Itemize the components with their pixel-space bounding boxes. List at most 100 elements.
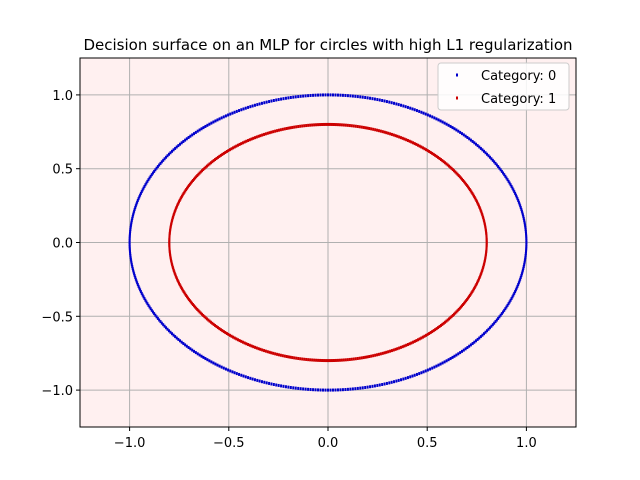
data-point	[134, 275, 137, 279]
data-point	[307, 387, 310, 391]
data-point	[516, 197, 519, 201]
data-point	[260, 380, 263, 384]
data-point	[451, 355, 454, 359]
data-point	[321, 123, 324, 126]
data-point	[144, 298, 147, 302]
data-point	[172, 148, 175, 152]
data-point	[319, 123, 322, 127]
data-point	[227, 368, 230, 372]
data-point	[218, 364, 221, 368]
data-point	[200, 127, 203, 131]
data-point	[359, 386, 362, 390]
data-point	[287, 385, 290, 389]
data-point	[317, 358, 320, 362]
data-point	[202, 168, 205, 172]
data-point	[512, 188, 515, 192]
data-point	[187, 135, 190, 139]
data-point	[364, 126, 367, 130]
data-point	[522, 266, 525, 270]
data-point	[214, 362, 217, 366]
data-point	[251, 104, 254, 108]
data-point	[514, 193, 517, 197]
data-point	[241, 141, 244, 145]
data-point	[130, 222, 133, 226]
data-point	[498, 315, 501, 319]
data-point	[274, 352, 277, 356]
data-point	[369, 96, 372, 100]
data-point	[216, 363, 219, 367]
data-point	[192, 177, 195, 181]
data-point	[385, 381, 388, 385]
data-point	[142, 186, 145, 190]
data-point	[276, 129, 279, 133]
data-point	[235, 337, 238, 341]
data-point	[167, 152, 170, 156]
data-point	[258, 379, 261, 383]
data-point	[162, 323, 165, 327]
data-point	[418, 144, 421, 148]
data-point	[332, 123, 335, 126]
data-point	[196, 129, 199, 133]
data-point	[362, 356, 365, 360]
data-point	[346, 123, 349, 127]
data-point	[132, 213, 135, 217]
data-point	[423, 147, 426, 151]
data-point	[524, 253, 527, 257]
data-point	[287, 96, 290, 100]
data-point	[324, 388, 327, 392]
data-point	[202, 355, 205, 359]
data-point	[275, 383, 278, 387]
data-point	[291, 125, 294, 129]
data-point	[229, 112, 232, 116]
data-point	[370, 354, 373, 358]
data-point	[351, 94, 354, 98]
data-point	[392, 133, 395, 137]
data-point	[253, 378, 256, 382]
data-point	[435, 327, 438, 331]
data-point	[339, 388, 342, 392]
data-point	[415, 142, 418, 146]
data-point	[252, 136, 255, 140]
data-point	[519, 204, 522, 208]
data-point	[129, 255, 132, 259]
data-point	[177, 144, 180, 148]
data-point	[524, 252, 527, 256]
x-tick-label: 0.5	[417, 436, 438, 451]
legend: Category: 0 Category: 1	[437, 62, 570, 111]
data-point	[212, 322, 215, 326]
data-point	[348, 124, 351, 128]
data-point	[174, 335, 177, 339]
data-point	[153, 312, 156, 316]
data-point	[249, 105, 252, 109]
data-point	[263, 132, 266, 136]
data-point	[314, 388, 317, 392]
data-point	[312, 93, 315, 97]
data-point	[258, 102, 261, 106]
data-point	[500, 312, 503, 316]
data-point	[182, 139, 185, 143]
data-point	[344, 358, 347, 362]
data-point	[442, 321, 445, 325]
data-point	[525, 244, 528, 248]
data-point	[439, 119, 442, 123]
data-point	[312, 388, 315, 392]
data-point	[396, 134, 399, 138]
data-point	[319, 388, 322, 392]
data-point	[406, 105, 409, 109]
data-point	[433, 116, 436, 120]
data-point	[498, 166, 501, 170]
data-point	[151, 171, 154, 175]
data-point	[438, 325, 441, 329]
x-tick-label: 0.0	[318, 436, 339, 451]
data-point	[299, 124, 302, 128]
data-point	[185, 137, 188, 141]
data-point	[268, 381, 271, 385]
data-point	[268, 350, 271, 354]
data-point	[377, 129, 380, 133]
data-point	[197, 172, 200, 176]
data-point	[336, 93, 339, 97]
data-point	[411, 374, 414, 378]
data-point	[350, 124, 353, 128]
legend-marker-category-0	[456, 73, 458, 77]
